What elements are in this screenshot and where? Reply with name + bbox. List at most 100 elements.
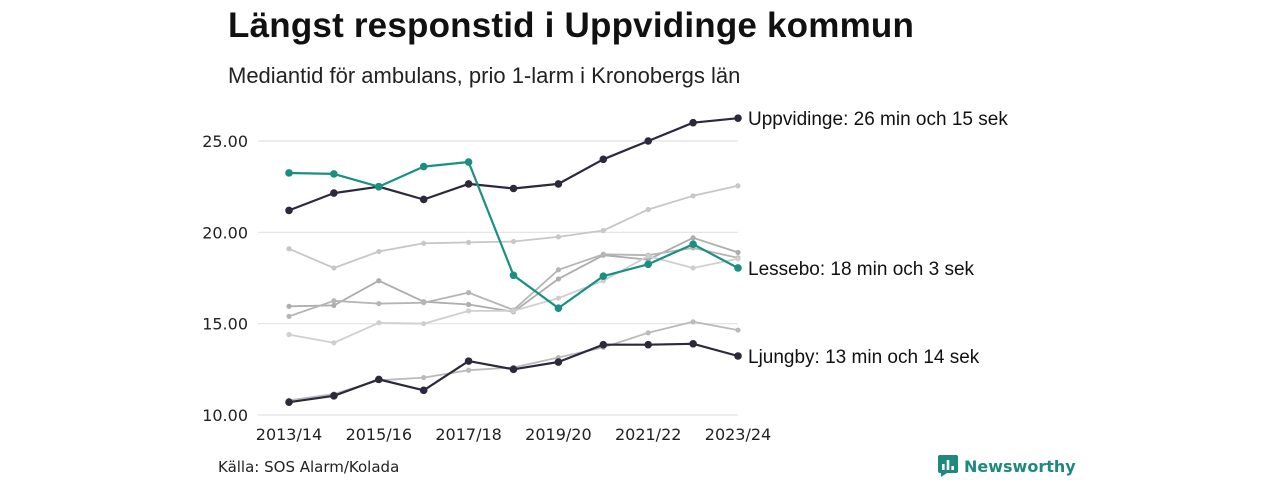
background-series-5-point [645, 330, 651, 336]
highlight-series-1-point [464, 180, 473, 188]
background-series-1-point [690, 193, 696, 199]
highlight-series-3-point [599, 340, 608, 349]
highlight-series-3-point [644, 340, 652, 349]
background-series-4-line [288, 255, 739, 344]
x-tick-label: 2021/22 [615, 425, 681, 444]
highlight-series-1-point [330, 189, 338, 197]
background-series-1-point [735, 183, 741, 189]
gridlines [258, 140, 738, 416]
background-series-4-point [376, 320, 382, 326]
y-axis-ticks: 10.00 15.00 20.00 25.00 [202, 132, 248, 425]
background-series-5-point [421, 374, 427, 381]
brand: Newsworthy [938, 455, 1076, 477]
series-labels: Uppvidinge: 26 min och 15 sek Lessebo: 18… [748, 109, 1008, 368]
brand-name: Newsworthy [964, 456, 1076, 476]
background-series-4-point [331, 340, 337, 346]
background-series-2-point [286, 303, 292, 309]
highlight-series-1-point [554, 180, 563, 188]
background-series-2-point [690, 235, 696, 241]
highlight-series-1-point [734, 114, 742, 122]
background-series-4-point [466, 308, 472, 314]
background-series-1-point [555, 234, 562, 240]
highlight-series-2-point [554, 304, 563, 312]
background-series-3-point [555, 267, 562, 273]
highlight-series-2-point [644, 260, 652, 269]
series-label: Uppvidinge: 26 min och 15 sek [748, 109, 1008, 130]
bar-chart-logo-icon [938, 455, 958, 477]
background-series-1-point [286, 246, 292, 252]
x-tick-label: 2023/24 [705, 425, 771, 444]
highlight-series-3-point [330, 392, 338, 400]
highlight-series-3-point [419, 386, 428, 395]
background-series-5-point [735, 327, 741, 333]
highlight-series-3-point [689, 339, 697, 348]
highlight-series-1-point [509, 184, 518, 193]
series-label: Lessebo: 18 min och 3 sek [748, 259, 975, 280]
background-series-3-point [600, 251, 606, 257]
background-series-4-point [555, 295, 562, 301]
highlight-series-2-point [419, 162, 428, 171]
y-tick-label: 25.00 [202, 132, 248, 151]
highlight-series-2-point [509, 271, 518, 280]
highlight-series-3-point [285, 398, 293, 407]
highlight-series-1-point [689, 118, 697, 127]
highlight-series-1-line [287, 117, 740, 212]
background-series-3-point [421, 300, 427, 306]
y-tick-label: 20.00 [202, 223, 248, 242]
background-series-5-point [690, 319, 696, 325]
highlight-series-2-point [464, 158, 473, 166]
background-series-4-point [645, 253, 651, 259]
highlight-series-2-point [599, 272, 608, 280]
background-series-3-point [376, 300, 382, 307]
x-axis-ticks: 2013/14 2015/16 2017/18 2019/20 2021/22 2023/… [256, 425, 771, 444]
highlight-series-3-point [554, 358, 563, 366]
series-label: Ljungby: 13 min och 14 sek [748, 347, 980, 368]
background-series-1-point [510, 238, 517, 245]
background-series-3-point [466, 290, 472, 296]
background-series-3 [286, 245, 741, 319]
background-series-2-point [376, 278, 382, 284]
highlight-series [285, 114, 742, 407]
highlight-series-1-point [644, 137, 652, 145]
highlight-series-3-point [509, 365, 518, 374]
y-tick-label: 10.00 [202, 406, 248, 425]
highlight-series-2-point [689, 240, 697, 249]
background-series-1-point [376, 248, 382, 255]
background-series-1-point [421, 240, 427, 246]
background-series-2-point [466, 301, 472, 308]
chart-subtitle: Mediantid för ambulans, prio 1-larm i Kr… [228, 63, 741, 88]
highlight-series-3 [285, 339, 742, 407]
highlight-series-1-point [285, 206, 293, 215]
highlight-series-2-line [287, 160, 740, 310]
background-series-3-point [286, 313, 292, 319]
background-series-3-point [331, 298, 337, 304]
background-series-1-line [288, 184, 739, 269]
background-series-4 [286, 253, 741, 346]
highlight-series-3-point [734, 352, 742, 360]
y-tick-label: 15.00 [202, 315, 248, 334]
background-series-1-point [466, 239, 472, 245]
background-series-1-point [645, 206, 651, 213]
background-series-5-point [466, 367, 472, 373]
chart-title: Längst responstid i Uppvidinge kommun [228, 6, 915, 45]
background-series-4-point [286, 332, 292, 338]
highlight-series-1-point [419, 195, 428, 204]
x-tick-label: 2015/16 [346, 425, 412, 444]
highlight-series-2-point [330, 170, 338, 178]
highlight-series-2-point [375, 182, 383, 191]
source-note: Källa: SOS Alarm/Kolada [218, 458, 400, 476]
highlight-series-2 [285, 158, 742, 312]
background-series-1-point [600, 227, 606, 234]
highlight-series-1 [285, 114, 742, 215]
highlight-series-2-point [734, 264, 742, 272]
background-series-2-point [555, 276, 562, 282]
background-series-4-point [510, 308, 517, 314]
highlight-series-1-point [599, 155, 608, 164]
x-tick-label: 2019/20 [525, 425, 591, 444]
highlight-series-3-point [375, 375, 383, 384]
background-series-5 [286, 319, 741, 403]
background-series-2-point [735, 249, 741, 256]
background-series-4-point [735, 256, 741, 262]
x-tick-label: 2017/18 [435, 425, 501, 444]
